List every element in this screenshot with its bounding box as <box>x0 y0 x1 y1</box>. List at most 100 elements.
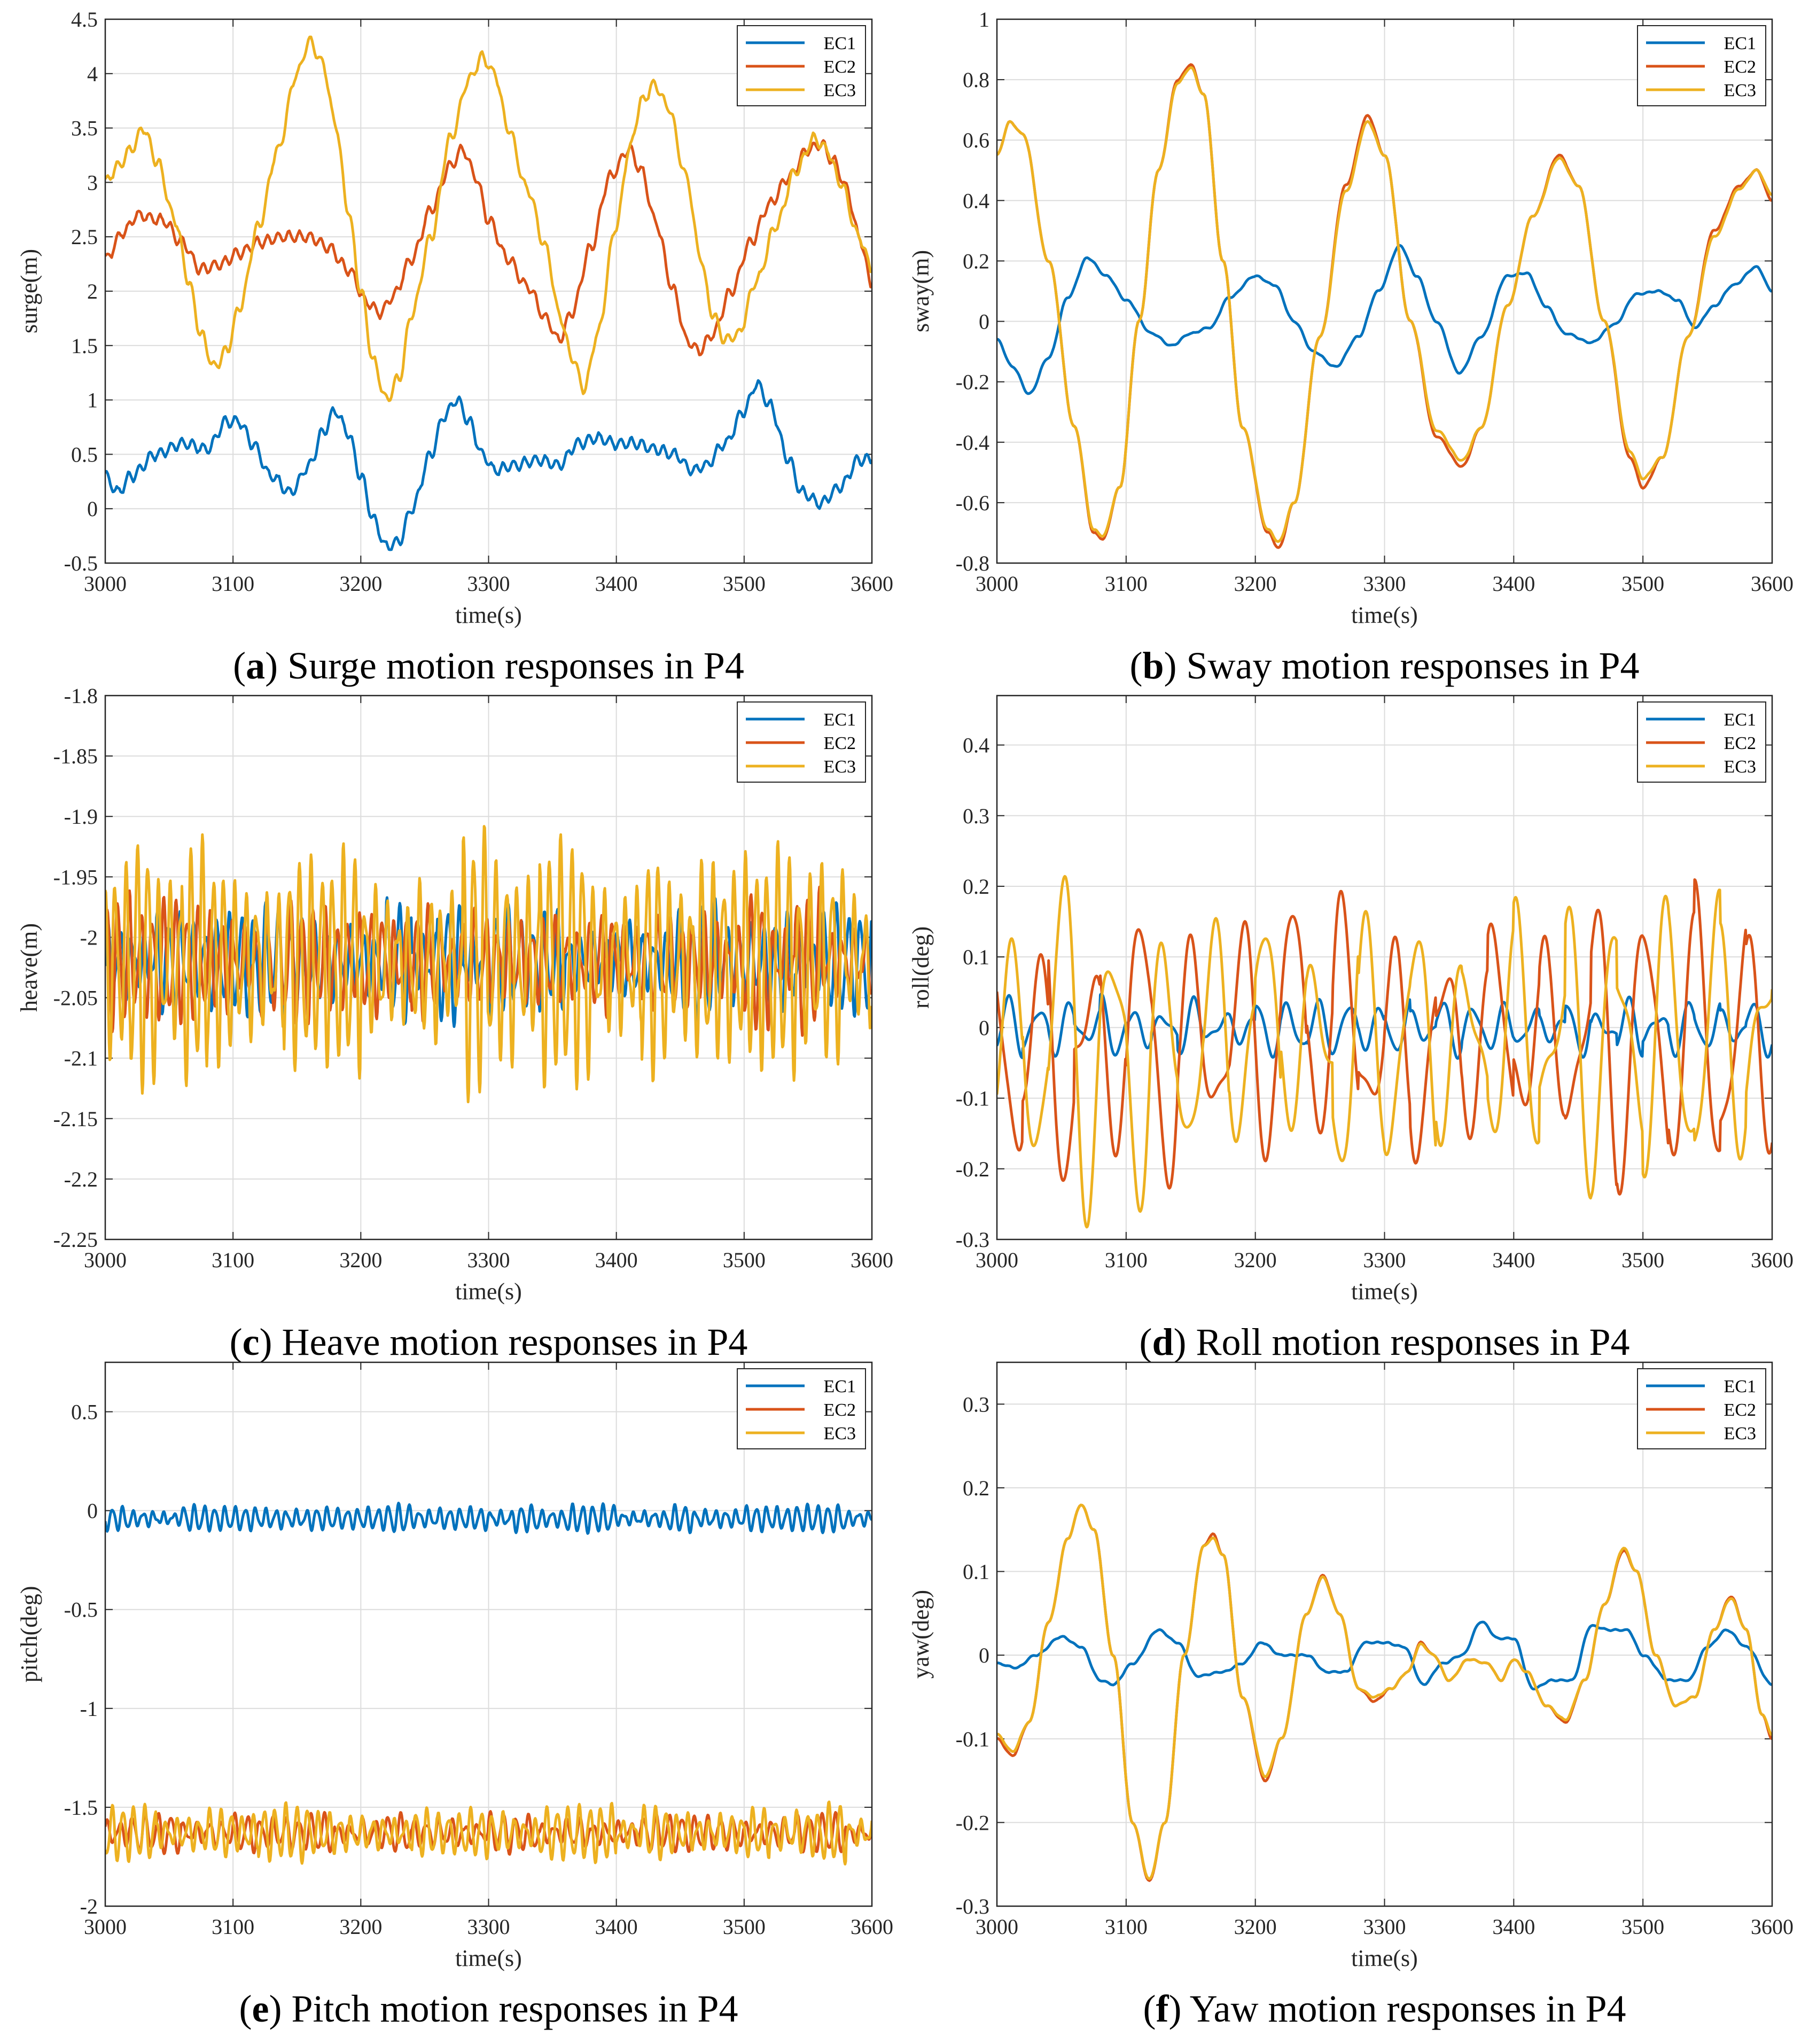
y-axis-label: surge(m) <box>16 249 42 333</box>
y-tick-label: -1.85 <box>53 744 98 768</box>
y-tick-label: -0.3 <box>956 1228 989 1252</box>
y-tick-label: -2.15 <box>53 1107 98 1131</box>
series-line-EC1 <box>105 379 872 551</box>
series-line-EC1 <box>997 244 1772 395</box>
caption-text: Roll motion responses in P4 <box>1186 1321 1629 1363</box>
y-tick-label: 0 <box>87 1499 98 1523</box>
y-tick-label: -0.3 <box>956 1894 989 1918</box>
y-tick-label: -1.9 <box>64 805 98 829</box>
caption-text: Surge motion responses in P4 <box>278 644 744 687</box>
y-tick-label: 0.3 <box>963 1392 989 1416</box>
y-tick-label: -0.2 <box>956 1157 989 1181</box>
series-line-EC3 <box>997 1503 1772 1881</box>
x-tick-label: 3000 <box>976 1248 1018 1272</box>
legend-label-EC1: EC1 <box>824 1377 856 1397</box>
y-tick-label: -2 <box>80 1894 98 1918</box>
y-tick-label: -2 <box>80 925 98 949</box>
axes-frame <box>996 1361 1773 1907</box>
y-tick-label: 0.2 <box>963 249 989 273</box>
caption-paren-close: ) <box>260 1321 272 1363</box>
x-tick-label: 3200 <box>1234 1915 1277 1939</box>
y-tick-label: 0.4 <box>963 189 989 213</box>
y-tick-label: 0 <box>87 497 98 521</box>
legend-label-EC1: EC1 <box>1724 1377 1756 1397</box>
y-tick-label: 0.4 <box>963 734 989 758</box>
x-axis-label: time(s) <box>455 1945 522 1971</box>
y-tick-label: 0.5 <box>71 442 98 466</box>
y-tick-label: 3 <box>87 170 98 194</box>
x-axis-label: time(s) <box>1351 1945 1418 1971</box>
axes-frame <box>104 1361 873 1907</box>
axes-frame <box>996 18 1773 564</box>
caption-paren-close: ) <box>1164 644 1177 687</box>
legend-label-EC3: EC3 <box>1724 81 1756 100</box>
caption-letter: b <box>1142 644 1164 687</box>
x-tick-label: 3300 <box>467 1248 510 1272</box>
y-tick-label: 0.5 <box>71 1400 98 1424</box>
series-line-EC1 <box>105 1501 872 1535</box>
y-tick-label: -2.2 <box>64 1167 98 1191</box>
x-tick-label: 3000 <box>84 572 127 596</box>
y-tick-label: 0 <box>979 310 989 334</box>
x-tick-label: 3600 <box>1751 572 1794 596</box>
x-tick-label: 3600 <box>851 572 893 596</box>
y-tick-label: 0 <box>979 1643 989 1667</box>
x-tick-label: 3000 <box>84 1248 127 1272</box>
panel-caption: (d) Roll motion responses in P4 <box>1139 1321 1629 1363</box>
caption-paren-close: ) <box>1168 1987 1181 2030</box>
y-tick-label: 0.2 <box>963 1476 989 1500</box>
caption-paren-open: ( <box>233 644 246 687</box>
series-line-EC3 <box>997 875 1772 1229</box>
axes-frame <box>996 695 1773 1241</box>
series-line-EC2 <box>997 878 1772 1196</box>
y-axis-label: yaw(deg) <box>908 1590 934 1679</box>
y-tick-label: 0.2 <box>963 875 989 899</box>
x-axis-label: time(s) <box>1351 602 1418 628</box>
x-tick-label: 3300 <box>1363 572 1406 596</box>
panel-caption: (b) Sway motion responses in P4 <box>1129 644 1639 687</box>
panel-f: 3000 3100 3200 3300 3400 3500 3600 -0.3 -0.2 -0.1… <box>908 1361 1794 2030</box>
x-tick-label: 3200 <box>339 1248 382 1272</box>
x-tick-label: 3200 <box>1234 572 1277 596</box>
x-tick-label: 3100 <box>212 1248 254 1272</box>
y-tick-label: -0.2 <box>956 1811 989 1835</box>
panel-caption: (a) Surge motion responses in P4 <box>233 644 744 687</box>
caption-paren-close: ) <box>265 644 278 687</box>
y-tick-label: -1.95 <box>53 865 98 889</box>
y-tick-label: -1 <box>80 1697 98 1721</box>
panel-e: 3000 3100 3200 3300 3400 3500 3600 -2 -1.5 -1 -0.5… <box>16 1361 893 2030</box>
caption-letter: e <box>252 1987 269 2030</box>
caption-text: Heave motion responses in P4 <box>272 1321 748 1363</box>
caption-paren-open: ( <box>1139 1321 1152 1363</box>
x-tick-label: 3300 <box>467 572 510 596</box>
panel-caption: (e) Pitch motion responses in P4 <box>239 1987 738 2030</box>
legend-label-EC2: EC2 <box>1724 734 1756 753</box>
x-tick-label: 3400 <box>1492 1248 1535 1272</box>
x-tick-label: 3400 <box>595 572 638 596</box>
caption-letter: a <box>246 644 265 687</box>
x-tick-label: 3600 <box>851 1915 893 1939</box>
x-tick-label: 3200 <box>339 572 382 596</box>
panel-b: 3000 3100 3200 3300 3400 3500 3600 -0.8 -0.6 -0.4… <box>908 7 1794 687</box>
panel-c: 3000 3100 3200 3300 3400 3500 3600 -2.25 -2.2 -2.… <box>16 684 893 1363</box>
x-tick-label: 3100 <box>212 1915 254 1939</box>
panel-caption: (f) Yaw motion responses in P4 <box>1143 1987 1626 2030</box>
y-tick-label: -2.05 <box>53 986 98 1010</box>
x-tick-label: 3500 <box>723 1915 766 1939</box>
x-tick-label: 3100 <box>212 572 254 596</box>
x-tick-label: 3400 <box>595 1915 638 1939</box>
legend-label-EC1: EC1 <box>824 710 856 730</box>
y-tick-label: 1 <box>87 388 98 412</box>
x-tick-label: 3500 <box>1621 572 1664 596</box>
x-tick-label: 3300 <box>1363 1915 1406 1939</box>
x-tick-label: 3100 <box>1105 1248 1148 1272</box>
panel-a: 3000 3100 3200 3300 3400 3500 3600 -0.5 0 0.5 1 1.5… <box>16 7 893 687</box>
y-tick-label: 0.1 <box>963 1560 989 1584</box>
legend-label-EC3: EC3 <box>824 757 856 777</box>
x-tick-label: 3000 <box>976 572 1018 596</box>
legend-label-EC2: EC2 <box>824 734 856 753</box>
x-tick-label: 3500 <box>1621 1248 1664 1272</box>
y-tick-label: 3.5 <box>71 116 98 141</box>
caption-letter: d <box>1152 1321 1173 1363</box>
